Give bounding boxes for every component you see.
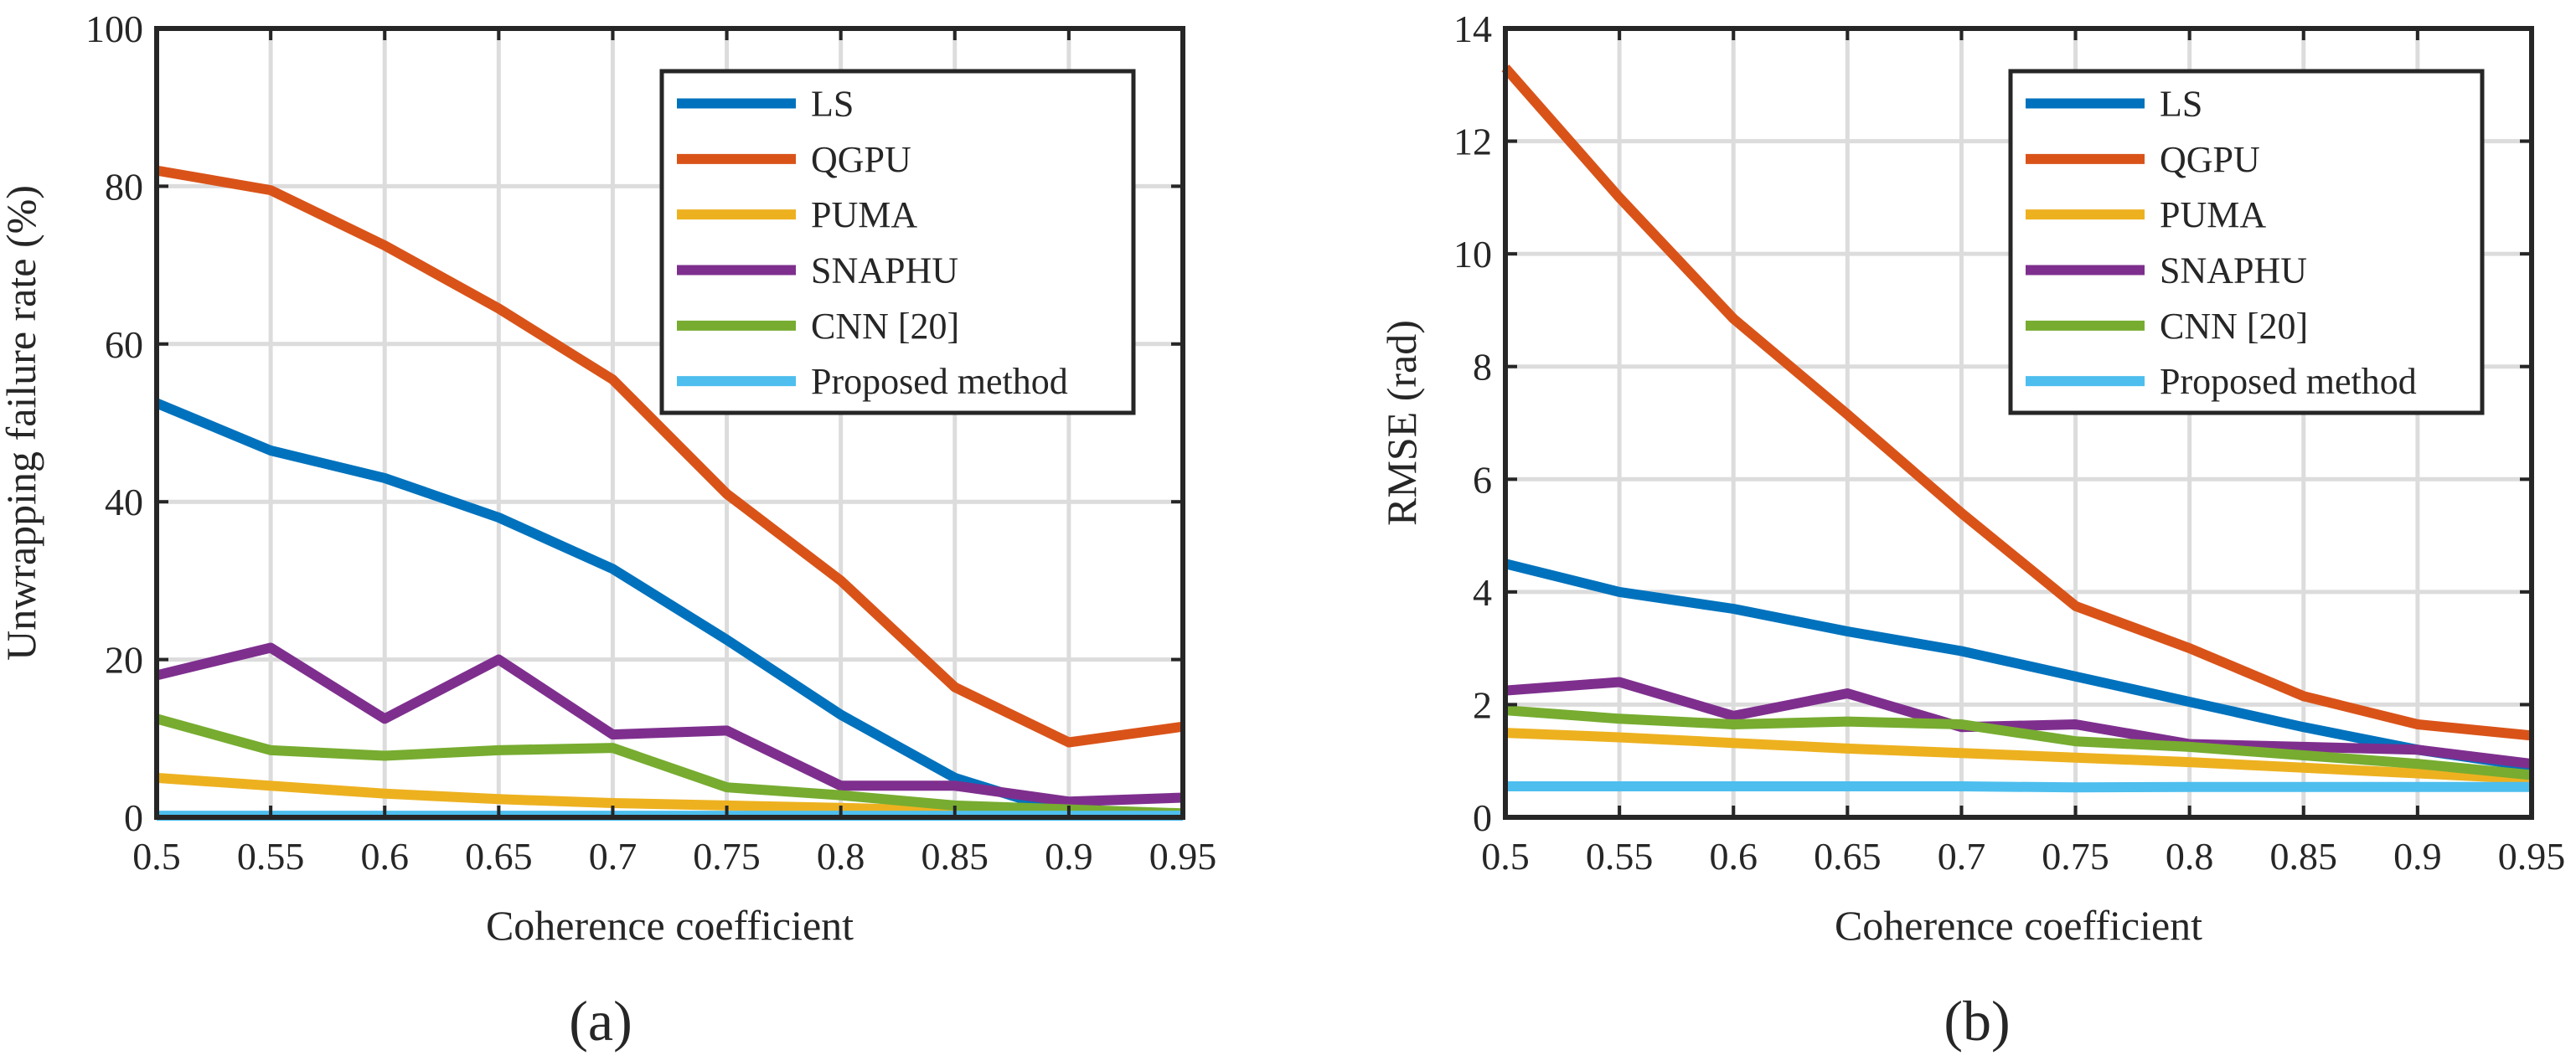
x-tick-label: 0.85 xyxy=(2270,835,2338,878)
x-axis-label: Coherence coefficient xyxy=(486,902,854,949)
x-tick-label: 0.6 xyxy=(1709,835,1758,878)
series-line-snaphu xyxy=(1505,677,2532,770)
legend: LS QGPU PUMA SNAPHU CNN [20] Proposed method xyxy=(659,69,1136,415)
series-line-cnn-20 xyxy=(155,713,1184,819)
y-tick-label: 4 xyxy=(1473,571,1492,614)
y-axis-label: Unwrapping failure rate (%) xyxy=(0,185,44,661)
y-axis-label: RMSE (rad) xyxy=(1378,320,1425,526)
x-tick-label: 0.75 xyxy=(693,835,761,878)
chart-panel-b: 0.5 0.55 0.6 0.65 0.7 0.75 0.8 0.85 0.9 0.95 0 2 4 6 8… xyxy=(1378,8,2565,949)
x-axis-label: Coherence coefficient xyxy=(1835,902,2202,949)
x-tick-label: 0.5 xyxy=(1481,835,1530,878)
y-tick-label: 2 xyxy=(1473,683,1492,726)
legend: LS QGPU PUMA SNAPHU CNN [20] Proposed method xyxy=(2008,69,2485,415)
y-tick-label: 100 xyxy=(85,8,143,50)
x-tick-label: 0.75 xyxy=(2042,835,2109,878)
legend-box xyxy=(659,69,1136,415)
chart-panel-a: 0.5 0.55 0.6 0.65 0.7 0.75 0.8 0.85 0.9 0.95 0 20 40… xyxy=(0,8,1216,949)
y-tick-label: 60 xyxy=(105,323,143,366)
panel-label-b: (b) xyxy=(1944,989,2010,1053)
x-tick-label: 0.5 xyxy=(132,835,181,878)
legend-label: LS xyxy=(2160,83,2202,124)
x-tick-label: 0.9 xyxy=(2393,835,2442,878)
y-tick-label: 8 xyxy=(1473,346,1492,389)
legend-label: SNAPHU xyxy=(811,250,958,291)
legend-label: CNN [20] xyxy=(811,306,959,347)
x-tick-label: 0.85 xyxy=(921,835,989,878)
y-tick-label: 0 xyxy=(1473,796,1492,839)
x-tick-label: 0.95 xyxy=(2498,835,2566,878)
series-line-qgpu xyxy=(1501,64,2532,741)
legend-label: QGPU xyxy=(811,139,911,180)
x-tick-label: 0.55 xyxy=(1586,835,1654,878)
legend-label: PUMA xyxy=(811,194,917,235)
legend-label: LS xyxy=(811,83,854,124)
x-tick-label: 0.9 xyxy=(1045,835,1093,878)
legend-box xyxy=(2008,69,2485,415)
axes-box xyxy=(1503,26,2534,820)
panel-label-a: (a) xyxy=(569,989,632,1053)
x-tick-label: 0.55 xyxy=(237,835,305,878)
y-tick-label: 80 xyxy=(105,165,143,208)
legend-label: SNAPHU xyxy=(2160,250,2307,291)
ticks: 0.5 0.55 0.6 0.65 0.7 0.75 0.8 0.85 0.9 0.95 0 2 4 6 8… xyxy=(1453,8,2565,878)
x-tick-label: 0.65 xyxy=(465,835,533,878)
x-tick-label: 0.95 xyxy=(1149,835,1217,878)
series-line-cnn-20 xyxy=(1505,705,2532,780)
series-line-ls xyxy=(1504,559,2532,772)
y-tick-label: 14 xyxy=(1453,8,1492,50)
y-tick-label: 12 xyxy=(1453,121,1492,163)
y-tick-label: 10 xyxy=(1453,233,1492,276)
x-tick-label: 0.65 xyxy=(1814,835,1882,878)
series-line-snaphu xyxy=(155,642,1184,807)
x-tick-label: 0.7 xyxy=(1938,835,1986,878)
y-tick-label: 6 xyxy=(1473,458,1492,501)
series-lines xyxy=(1501,64,2532,793)
x-tick-label: 0.7 xyxy=(589,835,638,878)
series-line-qgpu xyxy=(155,165,1184,748)
x-tick-label: 0.8 xyxy=(817,835,865,878)
series-line-proposed-method xyxy=(1505,781,2532,793)
legend-label: Proposed method xyxy=(811,361,1068,402)
legend-label: PUMA xyxy=(2160,194,2266,235)
legend-label: CNN [20] xyxy=(2160,306,2308,347)
x-tick-label: 0.8 xyxy=(2166,835,2214,878)
legend-label: Proposed method xyxy=(2160,361,2417,402)
x-tick-label: 0.6 xyxy=(360,835,409,878)
grid xyxy=(1505,28,2532,817)
axes-box xyxy=(154,26,1185,820)
y-tick-label: 20 xyxy=(105,639,143,682)
ticks: 0.5 0.55 0.6 0.65 0.7 0.75 0.8 0.85 0.9 0.95 0 20 40… xyxy=(85,8,1216,878)
legend-label: QGPU xyxy=(2160,139,2260,180)
y-tick-label: 0 xyxy=(124,796,143,839)
series-line-puma xyxy=(1505,728,2532,785)
y-tick-label: 40 xyxy=(105,481,143,523)
